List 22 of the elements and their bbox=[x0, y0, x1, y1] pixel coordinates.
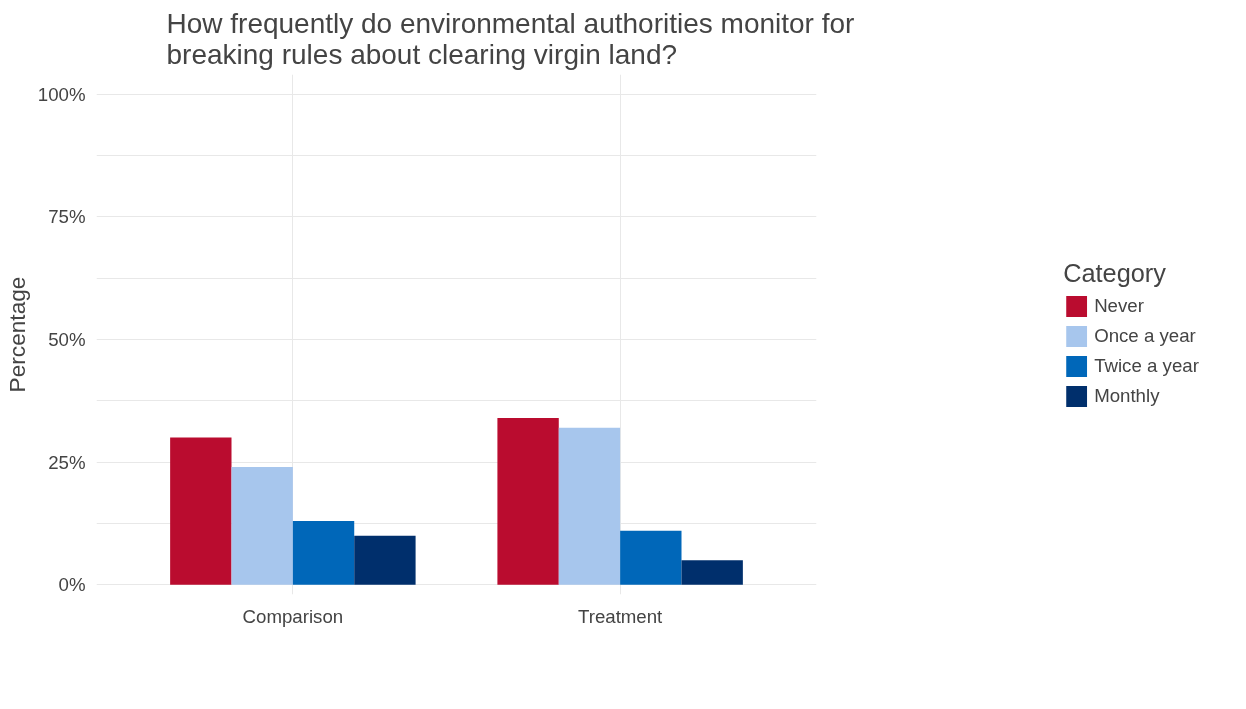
bar bbox=[170, 437, 232, 585]
legend-label: Once a year bbox=[1094, 325, 1196, 347]
chart-title: How frequently do environmental authorities monitor for breaking rules about clearing virgin land? bbox=[166, 7, 855, 70]
bar bbox=[558, 427, 621, 585]
legend-label: Twice a year bbox=[1094, 355, 1199, 377]
bar bbox=[681, 560, 743, 585]
y-axis-title: Percentage bbox=[3, 276, 30, 393]
y-tick-label: 0% bbox=[58, 574, 86, 596]
legend-title: Category bbox=[1063, 259, 1167, 288]
bar bbox=[231, 466, 293, 585]
bar bbox=[620, 530, 682, 585]
y-tick-label: 75% bbox=[48, 206, 86, 228]
x-tick-label: Treatment bbox=[577, 605, 664, 627]
bar bbox=[497, 417, 559, 585]
legend-label: Monthly bbox=[1094, 385, 1160, 407]
bar bbox=[292, 520, 355, 585]
y-tick-label: 25% bbox=[48, 451, 86, 473]
y-tick-label: 100% bbox=[37, 83, 86, 105]
bar bbox=[354, 535, 416, 585]
y-tick-label: 50% bbox=[48, 328, 86, 350]
legend-label: Never bbox=[1094, 295, 1144, 317]
x-tick-label: Comparison bbox=[242, 605, 344, 627]
